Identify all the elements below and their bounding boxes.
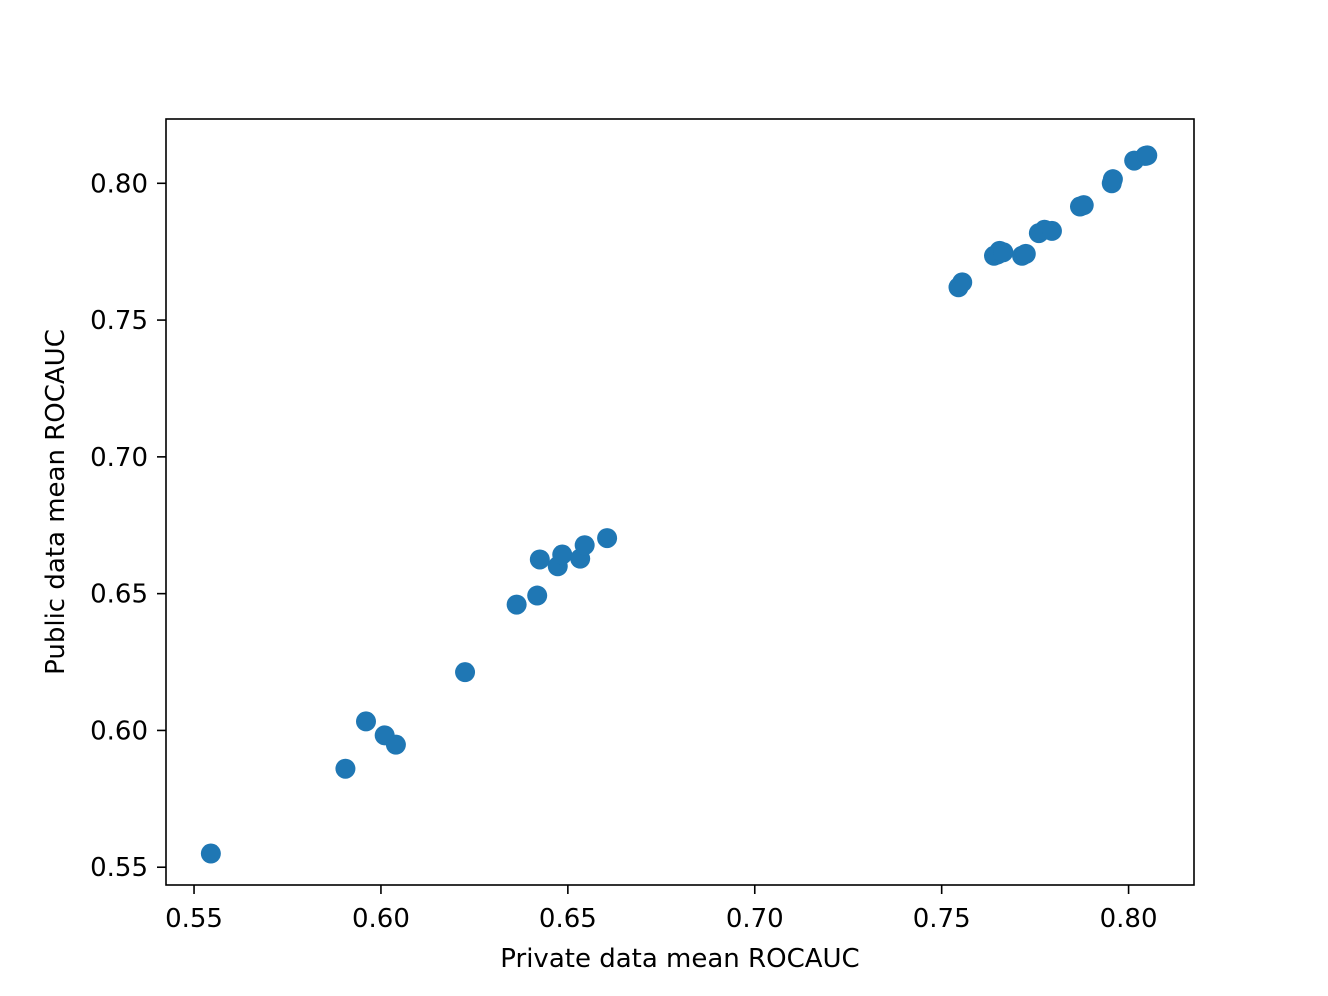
data-point [1015,243,1036,264]
y-tick-label: 0.60 [90,716,148,746]
data-point [597,528,618,549]
data-point [952,272,973,293]
data-point [355,711,376,732]
data-point [200,843,221,864]
x-axis-ticks: 0.55 0.60 0.65 0.70 0.75 0.80 [165,885,1158,934]
data-point [1102,169,1123,190]
y-axis-label: Public data mean ROCAUC [41,329,71,675]
x-axis-label: Private data mean ROCAUC [500,944,859,974]
data-point [529,549,550,570]
y-tick-label: 0.55 [90,853,148,883]
y-tick-label: 0.80 [90,169,148,199]
data-point [993,242,1014,263]
data-point [552,544,573,565]
x-tick-label: 0.80 [1100,904,1158,934]
data-point [1137,145,1158,166]
x-tick-label: 0.75 [913,904,971,934]
x-tick-label: 0.60 [352,904,410,934]
x-tick-label: 0.65 [539,904,597,934]
data-point [506,594,527,615]
data-point [1073,195,1094,216]
data-point [385,734,406,755]
data-point [1041,220,1062,241]
data-points [200,145,1158,864]
plot-frame [165,118,1195,886]
x-tick-label: 0.70 [726,904,784,934]
y-tick-label: 0.70 [90,443,148,473]
data-point [455,662,476,683]
x-tick-label: 0.55 [165,904,223,934]
data-point [527,585,548,606]
data-point [335,758,356,779]
y-axis-ticks: 0.55 0.60 0.65 0.70 0.75 0.80 [90,169,166,883]
data-point [574,535,595,556]
y-tick-label: 0.65 [90,580,148,610]
y-tick-label: 0.75 [90,306,148,336]
